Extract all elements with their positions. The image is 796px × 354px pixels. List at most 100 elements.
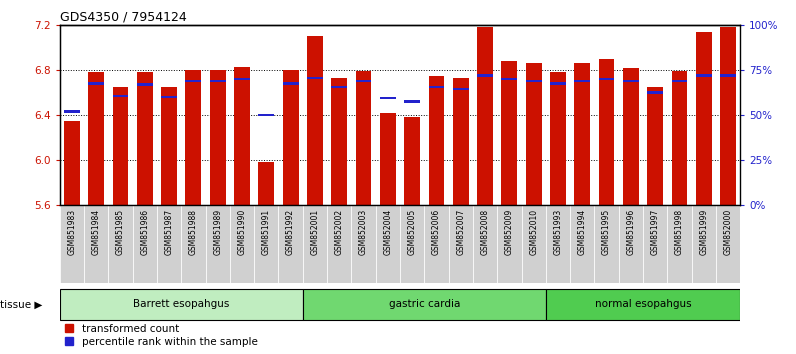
- Text: GSM851990: GSM851990: [237, 209, 247, 256]
- Bar: [279, 205, 302, 283]
- Text: tissue ▶: tissue ▶: [0, 299, 42, 309]
- Bar: [643, 205, 667, 283]
- Bar: [210, 70, 225, 205]
- Text: GSM851999: GSM851999: [700, 209, 708, 256]
- Bar: [692, 205, 716, 283]
- Bar: [283, 82, 298, 85]
- Text: GSM852004: GSM852004: [384, 209, 392, 256]
- Bar: [356, 80, 372, 82]
- Bar: [424, 205, 449, 283]
- Bar: [133, 205, 157, 283]
- Bar: [570, 205, 595, 283]
- Bar: [259, 162, 274, 205]
- Text: GSM852003: GSM852003: [359, 209, 368, 256]
- Bar: [618, 205, 643, 283]
- Bar: [720, 74, 736, 77]
- Bar: [307, 36, 323, 205]
- Text: GSM852001: GSM852001: [310, 209, 319, 255]
- Bar: [181, 205, 205, 283]
- Bar: [546, 289, 740, 320]
- Bar: [137, 83, 153, 86]
- Bar: [380, 113, 396, 205]
- Bar: [526, 80, 541, 82]
- Bar: [331, 78, 347, 205]
- Bar: [404, 100, 420, 103]
- Bar: [185, 70, 201, 205]
- Text: normal esopahgus: normal esopahgus: [595, 299, 692, 309]
- Bar: [234, 67, 250, 205]
- Bar: [672, 71, 688, 205]
- Text: Barrett esopahgus: Barrett esopahgus: [133, 299, 229, 309]
- Text: GSM851983: GSM851983: [68, 209, 76, 255]
- Bar: [696, 74, 712, 77]
- Text: GDS4350 / 7954124: GDS4350 / 7954124: [60, 11, 186, 24]
- Bar: [720, 27, 736, 205]
- Bar: [400, 205, 424, 283]
- Text: GSM851985: GSM851985: [116, 209, 125, 255]
- Bar: [575, 80, 590, 82]
- Text: GSM852006: GSM852006: [432, 209, 441, 256]
- Bar: [428, 75, 444, 205]
- Text: GSM851984: GSM851984: [92, 209, 100, 255]
- Bar: [716, 205, 740, 283]
- Bar: [453, 78, 469, 205]
- Text: GSM851989: GSM851989: [213, 209, 222, 255]
- Bar: [477, 74, 493, 77]
- Legend: transformed count, percentile rank within the sample: transformed count, percentile rank withi…: [65, 324, 257, 347]
- Text: GSM852009: GSM852009: [505, 209, 514, 256]
- Bar: [108, 205, 133, 283]
- Bar: [210, 80, 225, 82]
- Bar: [60, 289, 302, 320]
- Bar: [60, 205, 84, 283]
- Text: GSM852002: GSM852002: [335, 209, 344, 255]
- Bar: [234, 78, 250, 80]
- Text: GSM851993: GSM851993: [553, 209, 563, 256]
- Bar: [696, 32, 712, 205]
- Bar: [623, 80, 639, 82]
- Bar: [647, 87, 663, 205]
- Bar: [205, 205, 230, 283]
- Bar: [230, 205, 254, 283]
- Bar: [380, 97, 396, 99]
- Bar: [647, 91, 663, 94]
- Bar: [254, 205, 279, 283]
- Text: GSM851995: GSM851995: [602, 209, 611, 256]
- Bar: [501, 78, 517, 80]
- Text: GSM851986: GSM851986: [140, 209, 150, 255]
- Bar: [599, 59, 615, 205]
- Text: GSM852000: GSM852000: [724, 209, 732, 256]
- Text: GSM851998: GSM851998: [675, 209, 684, 255]
- Bar: [449, 205, 473, 283]
- Bar: [112, 87, 128, 205]
- Bar: [521, 205, 546, 283]
- Text: GSM852007: GSM852007: [456, 209, 465, 256]
- Bar: [546, 205, 570, 283]
- Text: gastric cardia: gastric cardia: [388, 299, 460, 309]
- Text: GSM852005: GSM852005: [408, 209, 416, 256]
- Bar: [307, 76, 323, 79]
- Bar: [473, 205, 498, 283]
- Text: GSM851994: GSM851994: [578, 209, 587, 256]
- Bar: [302, 205, 327, 283]
- Bar: [351, 205, 376, 283]
- Bar: [331, 86, 347, 88]
- Text: GSM851987: GSM851987: [165, 209, 174, 255]
- Bar: [356, 71, 372, 205]
- Bar: [376, 205, 400, 283]
- Text: GSM851991: GSM851991: [262, 209, 271, 255]
- Bar: [161, 87, 177, 205]
- Bar: [526, 63, 541, 205]
- Bar: [404, 117, 420, 205]
- Bar: [672, 80, 688, 82]
- Text: GSM851997: GSM851997: [650, 209, 660, 256]
- Bar: [327, 205, 351, 283]
- Bar: [84, 205, 108, 283]
- Bar: [595, 205, 618, 283]
- Bar: [428, 86, 444, 88]
- Bar: [283, 70, 298, 205]
- Bar: [501, 61, 517, 205]
- Bar: [498, 205, 521, 283]
- Bar: [161, 96, 177, 98]
- Bar: [88, 72, 104, 205]
- Text: GSM851992: GSM851992: [286, 209, 295, 255]
